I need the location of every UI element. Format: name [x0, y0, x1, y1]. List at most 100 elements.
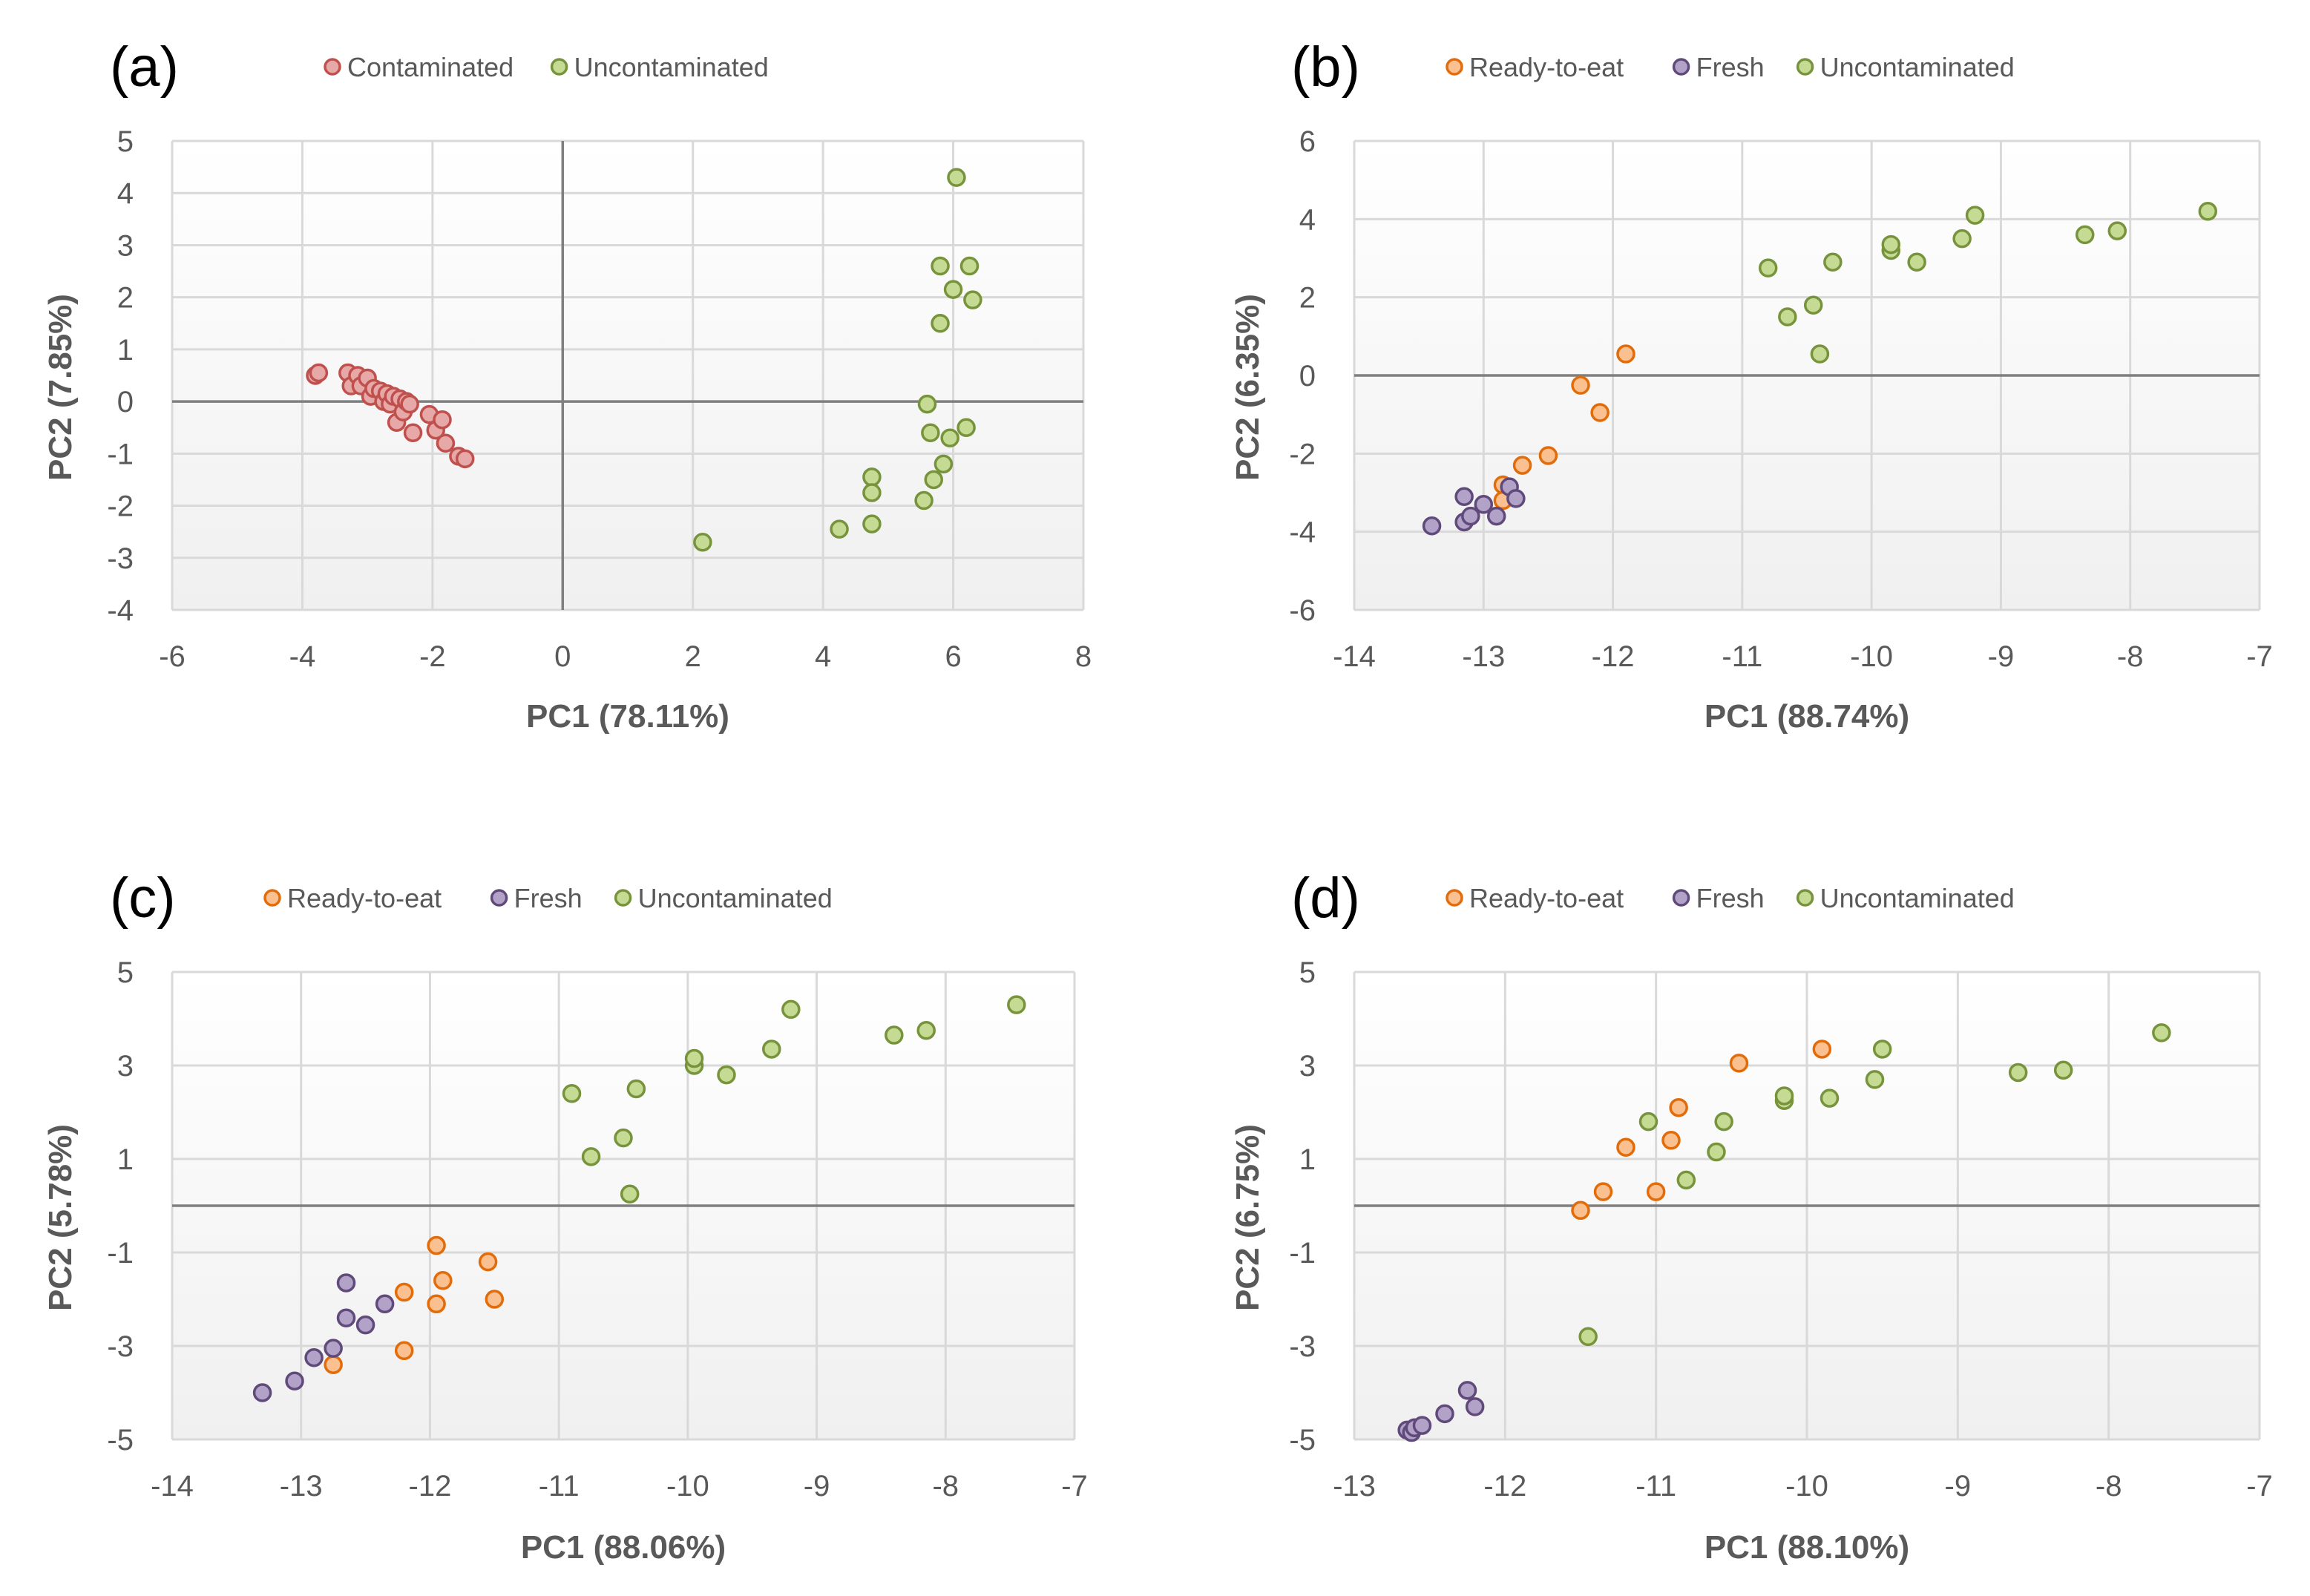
series-uncontaminated: [693, 168, 982, 552]
y-tick-label: 2: [1299, 282, 1316, 315]
x-axis-title: PC1 (88.10%): [1704, 1529, 1909, 1566]
legend-label: Fresh: [1696, 883, 1765, 913]
data-point: [924, 470, 944, 490]
x-tick-label: 8: [1075, 640, 1092, 673]
data-point: [1820, 1088, 1840, 1108]
x-tick-label: -8: [932, 1470, 959, 1503]
x-tick-label: -10: [1850, 640, 1893, 673]
x-tick-label: -10: [666, 1470, 709, 1503]
data-point: [614, 1128, 633, 1148]
y-tick-label: 2: [117, 282, 134, 315]
y-tick-label: 0: [117, 386, 134, 418]
data-point: [1616, 1137, 1635, 1157]
x-tick-label: -11: [1722, 640, 1762, 673]
data-point: [917, 394, 937, 414]
y-tick-label: 5: [117, 125, 134, 158]
legend-label: Contaminated: [347, 52, 513, 82]
series-ready-to-eat: [324, 1235, 505, 1374]
legend-label: Uncontaminated: [1820, 883, 2015, 913]
series-fresh: [252, 1273, 395, 1402]
legend-label: Fresh: [514, 883, 583, 913]
y-tick-label: 3: [117, 1050, 134, 1083]
x-tick-label: -7: [1061, 1470, 1088, 1503]
data-point: [1512, 456, 1532, 475]
data-point: [355, 1315, 375, 1335]
series-uncontaminated: [1578, 1023, 2171, 1347]
data-point: [1669, 1097, 1688, 1117]
data-point: [394, 1341, 414, 1361]
x-axis-title: PC1 (88.06%): [521, 1529, 726, 1566]
x-tick-label: -8: [2096, 1470, 2122, 1503]
scatter-panel: -6 -4 -2 0 2 4 6 8 -4 -3 -2 -1 0 1 2 3 4 5 PC1 (78.11%) PC2…: [42, 36, 1092, 735]
data-point: [485, 1290, 505, 1309]
x-tick-label: 2: [685, 640, 701, 673]
data-point: [1823, 252, 1843, 272]
x-tick-label: -7: [2246, 640, 2273, 673]
data-point: [1593, 1182, 1613, 1201]
series-contaminated: [306, 363, 475, 469]
data-point: [940, 428, 959, 448]
data-point: [1638, 1111, 1658, 1132]
y-tick-label: -3: [107, 1330, 134, 1363]
data-point: [400, 394, 419, 414]
legend-label: Ready-to-eat: [287, 883, 442, 913]
data-point: [1578, 1327, 1598, 1347]
x-tick-label: -4: [289, 640, 316, 673]
legend-marker: [490, 889, 508, 907]
legend-marker: [614, 889, 632, 907]
y-tick-label: -2: [1289, 438, 1316, 470]
data-point: [1661, 1131, 1681, 1150]
data-point: [403, 423, 423, 442]
y-axis-title: PC2 (6.75%): [1230, 1124, 1266, 1311]
legend-marker: [324, 58, 341, 76]
data-point: [862, 467, 882, 487]
data-point: [1907, 252, 1926, 272]
data-point: [1465, 1397, 1485, 1416]
data-point: [717, 1065, 736, 1085]
y-tick-label: 4: [1299, 203, 1316, 236]
legend-label: Ready-to-eat: [1469, 883, 1624, 913]
y-tick-label: 5: [1299, 956, 1316, 989]
data-point: [375, 1294, 395, 1314]
x-tick-label: -14: [1333, 640, 1376, 673]
data-point: [921, 423, 940, 442]
panel-label: (b): [1291, 36, 1360, 99]
data-point: [933, 454, 954, 474]
data-point: [336, 1308, 356, 1327]
data-point: [762, 1040, 781, 1059]
data-point: [914, 490, 933, 510]
x-tick-label: 0: [554, 640, 571, 673]
data-point: [1474, 495, 1494, 514]
data-point: [693, 532, 712, 552]
y-tick-label: -1: [107, 438, 134, 470]
data-point: [304, 1348, 324, 1367]
data-point: [943, 280, 963, 299]
data-point: [885, 1025, 904, 1045]
data-point: [1714, 1111, 1733, 1132]
y-tick-label: -5: [1289, 1424, 1316, 1457]
data-point: [620, 1184, 640, 1203]
legend-label: Uncontaminated: [1820, 52, 2015, 82]
data-point: [478, 1252, 498, 1272]
data-point: [963, 290, 982, 309]
data-point: [1454, 487, 1474, 507]
data-point: [581, 1147, 601, 1166]
x-tick-label: -11: [539, 1470, 580, 1503]
x-tick-label: -9: [1945, 1470, 1972, 1503]
panel-label: (a): [110, 36, 179, 99]
data-point: [1729, 1054, 1749, 1073]
data-point: [684, 1048, 704, 1068]
data-point: [931, 256, 950, 276]
data-point: [1810, 344, 1830, 364]
data-point: [1812, 1040, 1832, 1059]
y-tick-label: 3: [1299, 1050, 1316, 1083]
x-tick-label: -14: [151, 1470, 194, 1503]
data-point: [2008, 1063, 2028, 1083]
data-point: [1571, 1201, 1590, 1221]
y-axis-title: PC2 (6.35%): [1230, 294, 1266, 481]
y-axis-title: PC2 (5.78%): [42, 1124, 79, 1311]
data-point: [309, 363, 329, 383]
x-axis-title: PC1 (88.74%): [1704, 698, 1909, 735]
y-tick-label: 6: [1299, 125, 1316, 158]
data-point: [1435, 1404, 1454, 1424]
